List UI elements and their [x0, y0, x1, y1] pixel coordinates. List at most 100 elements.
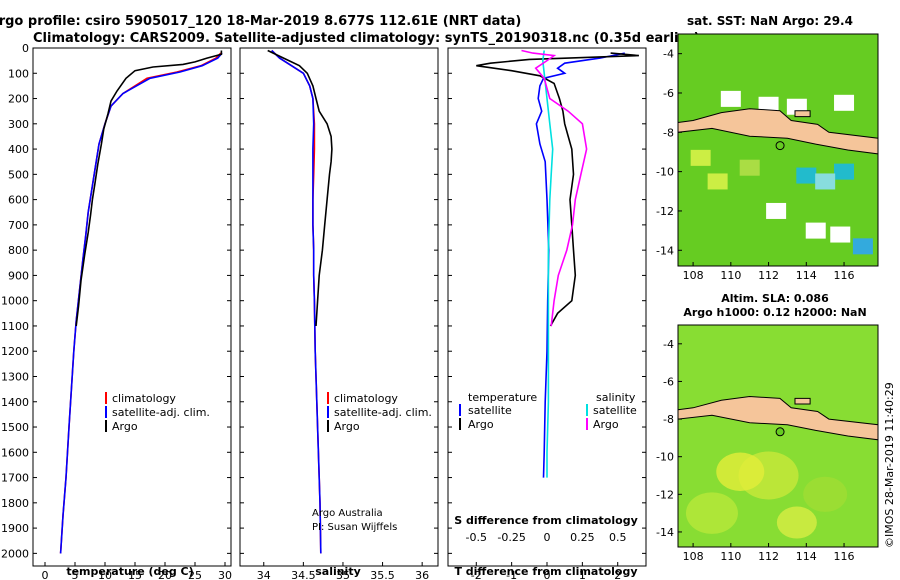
depth-tick-label: 700 — [8, 219, 29, 232]
map-lon-label: 114 — [796, 269, 817, 282]
x-tick-label: 35.5 — [370, 569, 395, 580]
temperature-panel — [32, 47, 232, 567]
depth-tick-label: 0 — [22, 42, 29, 55]
t-difference-xlabel: T difference from climatology — [454, 565, 637, 578]
madura-island — [794, 110, 811, 118]
depth-tick-label: 1500 — [1, 421, 29, 434]
map-lat-label: -10 — [656, 451, 674, 464]
title-line1: Argo profile: csiro 5905017_120 18-Mar-2… — [0, 14, 521, 29]
legend-difference: temperature satellite Argo salinity sate… — [459, 391, 637, 431]
sla-map-title2: Argo h1000: 0.12 h2000: NaN — [683, 306, 866, 319]
map-lon-label: 116 — [834, 550, 855, 563]
legend3-salinity: salinity — [596, 391, 636, 404]
series-argo — [267, 49, 333, 327]
sla-anomaly — [776, 506, 817, 539]
x-tick-label: 10 — [98, 569, 112, 580]
map-lon-label: 114 — [796, 550, 817, 563]
x-tick-label: 1 — [579, 569, 586, 580]
legend3-t-satellite: satellite — [468, 404, 512, 417]
salinity-xlabel: salinity — [315, 565, 361, 578]
legend-temperature: climatology satellite-adj. clim. Argo — [105, 392, 210, 433]
sla-map — [677, 324, 879, 548]
series-temperature-argo — [476, 52, 639, 327]
legend3-s-argo: Argo — [593, 418, 619, 431]
sst-cell — [805, 222, 826, 239]
depth-tick-label: 1600 — [1, 446, 29, 459]
x-tick-label: 34.5 — [291, 569, 316, 580]
sla-map-title1: Altim. SLA: 0.086 — [721, 292, 829, 305]
madura-island — [794, 397, 811, 405]
map-lat-label: -4 — [663, 338, 674, 351]
x-tick-label: 0 — [544, 569, 551, 580]
x-tick-label: 34 — [257, 569, 271, 580]
depth-tick-label: 1000 — [1, 295, 29, 308]
depth-tick-label: 100 — [8, 67, 29, 80]
map-lat-label: -14 — [656, 526, 674, 539]
map-border — [677, 33, 879, 267]
profile-lines — [59, 49, 639, 554]
sst-cell — [720, 90, 741, 107]
legend-satellite: satellite-adj. clim. — [112, 406, 210, 419]
map-lon-label: 112 — [758, 550, 779, 563]
map-lon-label: 110 — [720, 550, 741, 563]
salinity-panel — [239, 47, 439, 567]
temperature-xlabel: temperature (deg C) — [66, 565, 193, 578]
x-tick-labels: 0 5 10 15 20 25 30 34 34.5 35 35.5 36 -2 -1 0 1 2 -0.5 -0.… — [42, 531, 627, 580]
map-lon-label: 110 — [720, 269, 741, 282]
x-tick-label: -2 — [471, 569, 482, 580]
legend-salinity: climatology satellite-adj. clim. Argo — [327, 392, 432, 433]
depth-tick-label: 200 — [8, 93, 29, 106]
watermark: ©IMOS 28-Mar-2019 11:40:29 — [883, 382, 896, 548]
depth-tick-label: 1900 — [1, 522, 29, 535]
top-x-tick-label: -0.25 — [497, 531, 525, 544]
map-border — [677, 324, 879, 548]
sst-cell — [830, 226, 851, 243]
top-x-tick-label: 0.5 — [609, 531, 627, 544]
title-line2: Climatology: CARS2009. Satellite-adjuste… — [33, 31, 700, 46]
top-x-tick-label: 0 — [544, 531, 551, 544]
map-lat-label: -8 — [663, 126, 674, 139]
depth-tick-label: 900 — [8, 269, 29, 282]
depth-tick-label: 1100 — [1, 320, 29, 333]
sst-cell — [707, 173, 728, 190]
map-lat-label: -6 — [663, 375, 674, 388]
top-x-tick-label: 0.25 — [570, 531, 595, 544]
sst-cell — [815, 173, 836, 190]
credit-line2: PI: Susan Wijffels — [312, 522, 397, 533]
legend2-satellite: satellite-adj. clim. — [334, 406, 432, 419]
credit-line1: Argo Australia — [312, 508, 383, 519]
s-difference-xlabel: S difference from climatology — [454, 514, 638, 527]
depth-axis: 0 100 200 300 400 500 600 700 800 900 1000 1100 1200… — [1, 42, 29, 560]
map-lat-label: -6 — [663, 87, 674, 100]
depth-tick-label: 1400 — [1, 396, 29, 409]
map-lat-label: -8 — [663, 413, 674, 426]
legend3-temperature: temperature — [468, 391, 537, 404]
sst-cell — [766, 202, 787, 219]
series-temperature-satellite — [535, 52, 625, 478]
x-tick-label: 15 — [128, 569, 142, 580]
depth-tick-label: 500 — [8, 168, 29, 181]
legend2-argo: Argo — [334, 420, 360, 433]
sst-cell — [690, 149, 711, 166]
map-lat-label: -14 — [656, 244, 674, 257]
map-lon-label: 116 — [834, 269, 855, 282]
depth-tick-label: 300 — [8, 118, 29, 131]
legend-argo: Argo — [112, 420, 138, 433]
x-tick-label: 0 — [42, 569, 49, 580]
sst-cell — [739, 159, 760, 176]
sst-cell — [834, 163, 855, 180]
series-satellite-adj-clim- — [59, 52, 223, 554]
argo-float-marker — [775, 141, 785, 151]
x-tick-label: 5 — [72, 569, 79, 580]
sst-cell — [852, 238, 873, 255]
x-tick-label: 30 — [218, 569, 232, 580]
panel-ticks — [33, 47, 646, 554]
map-lat-label: -12 — [656, 205, 674, 218]
depth-tick-label: 1800 — [1, 497, 29, 510]
sla-anomaly — [803, 476, 848, 512]
legend3-t-argo: Argo — [468, 418, 494, 431]
x-tick-label: -1 — [506, 569, 517, 580]
legend-climatology: climatology — [112, 392, 176, 405]
series-satellite-adj-clim- — [271, 49, 322, 554]
